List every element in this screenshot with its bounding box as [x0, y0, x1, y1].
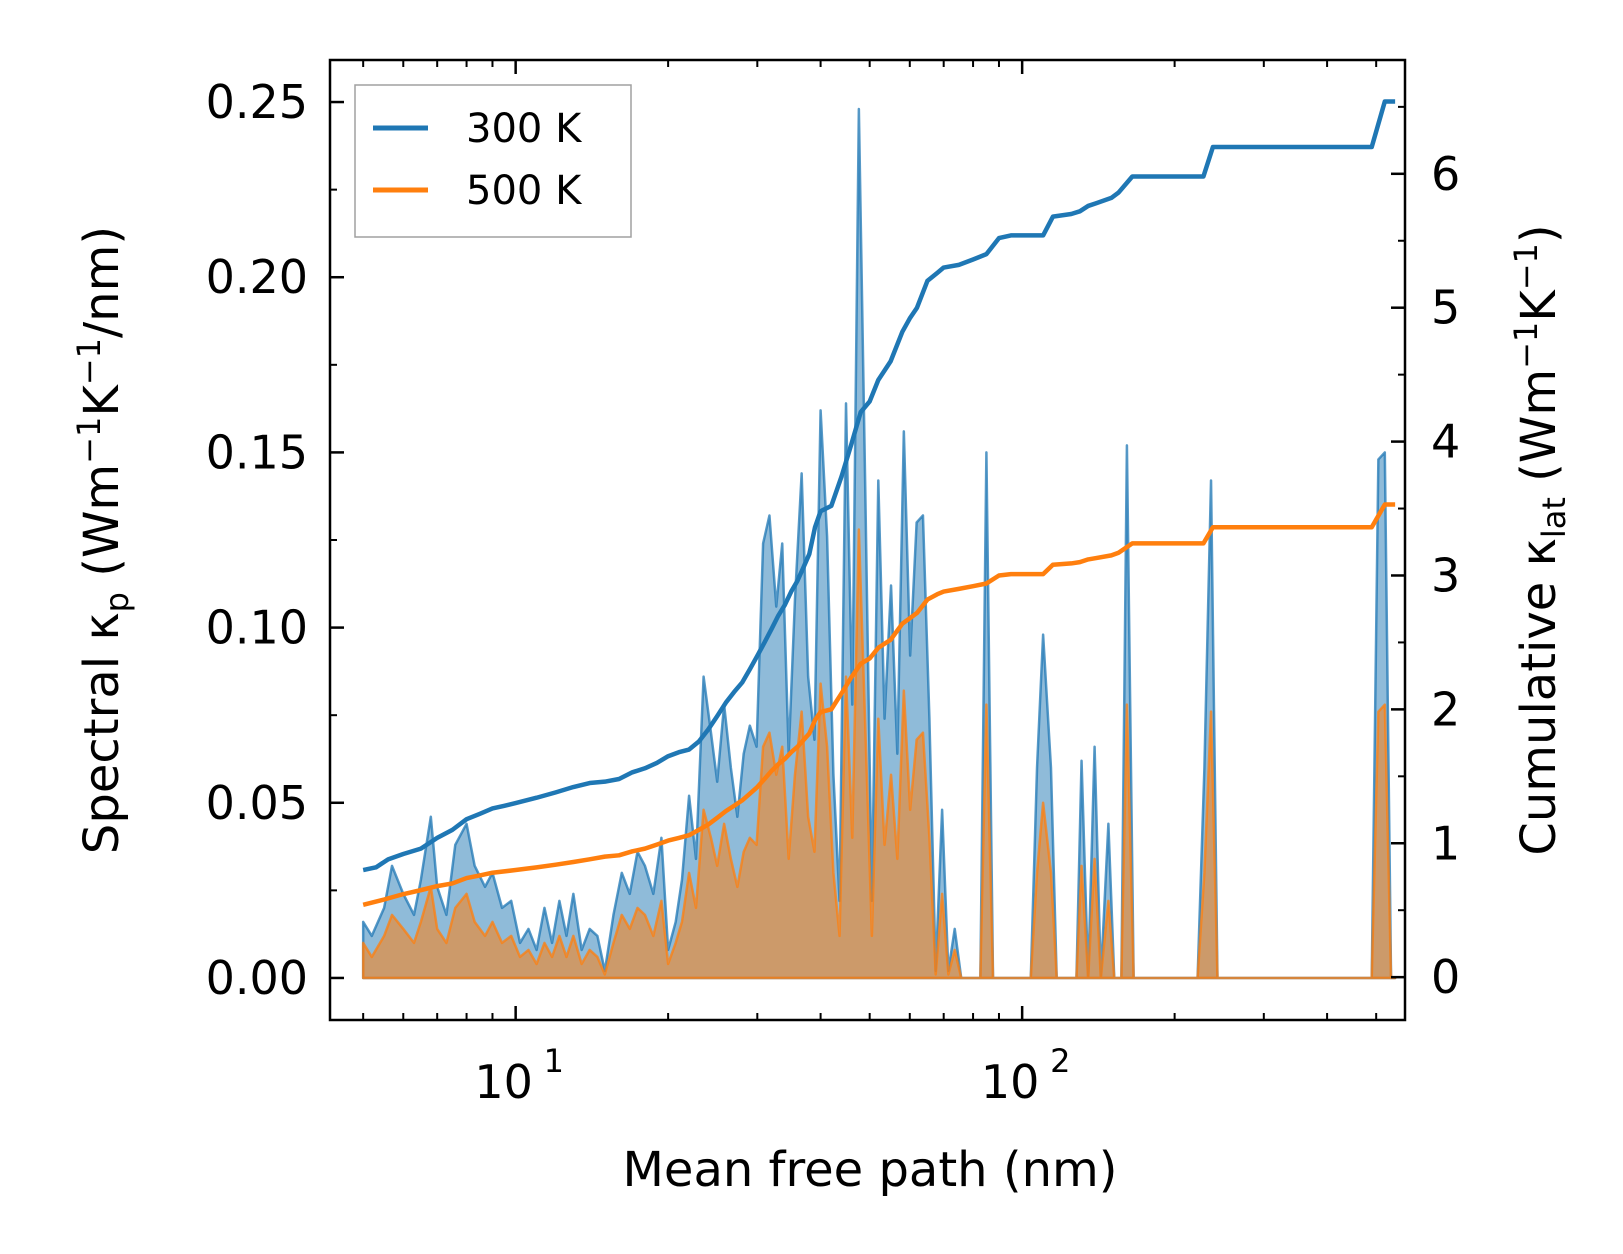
tick-layer: 0.00 0.05 0.10 0.15 0.20 0.25 0 1 2 3 4 5 6 10 1 10 2 — [206, 60, 1460, 1109]
legend: 300 K 500 K — [354, 84, 632, 238]
y-right-tick-label: 5 — [1431, 281, 1460, 335]
y-right-label-sup1: −1 — [1507, 322, 1545, 369]
y-right-tick-label: 1 — [1431, 816, 1460, 870]
y-right-tick-label: 6 — [1431, 147, 1460, 201]
y-left-axis-label: Spectral κp (Wm−1K−1/nm) — [70, 226, 136, 854]
x-axis-label: Mean free path (nm) — [623, 1142, 1118, 1198]
y-left-label-post: /nm) — [74, 226, 130, 338]
legend-label-500k: 500 K — [466, 168, 583, 214]
y-left-tick-label: 0.10 — [206, 601, 308, 655]
y-left-label-sup2: −1 — [70, 338, 108, 385]
y-right-label-sub: lat — [1535, 497, 1573, 538]
cumulative-line-300k — [362, 99, 1396, 873]
y-right-label-post: ) — [1511, 224, 1567, 243]
x-tick-label-exponent: 1 — [544, 1042, 564, 1080]
y-left-label-sub: p — [98, 592, 136, 612]
y-left-label-pre: Spectral κ — [74, 612, 130, 854]
y-left-label-mid1: (Wm — [74, 464, 130, 592]
y-right-label-mid1: (Wm — [1511, 369, 1567, 497]
cumulative-line-500k — [362, 502, 1396, 908]
legend-label-300k: 300 K — [466, 106, 583, 152]
y-left-tick-label: 0.20 — [206, 250, 308, 304]
legend-box — [354, 84, 632, 238]
x-tick-label: 10 — [981, 1055, 1040, 1109]
y-right-axis-label: Cumulative κlat (Wm−1K−1) — [1507, 224, 1573, 855]
y-right-tick-label: 3 — [1431, 548, 1460, 602]
y-left-tick-label: 0.00 — [206, 951, 308, 1005]
line-layer — [362, 99, 1396, 908]
y-left-tick-label: 0.15 — [206, 425, 308, 479]
y-left-tick-label: 0.05 — [206, 776, 308, 830]
y-right-label-mid2: K — [1511, 289, 1567, 322]
spectral-area-500k — [361, 528, 1397, 980]
y-right-tick-label: 0 — [1431, 950, 1460, 1004]
y-left-label-mid2: K — [74, 384, 130, 417]
y-right-label-sup2: −1 — [1507, 243, 1545, 290]
x-tick-label-exponent: 2 — [1050, 1042, 1070, 1080]
y-right-tick-label: 2 — [1431, 682, 1460, 736]
y-right-tick-label: 4 — [1431, 415, 1460, 469]
y-right-label-pre: Cumulative κ — [1511, 538, 1567, 856]
y-left-tick-label: 0.25 — [206, 75, 308, 129]
plot-frame — [328, 58, 1407, 1022]
x-tick-label: 10 — [474, 1055, 533, 1109]
fill-layer — [361, 107, 1397, 980]
y-left-label-sup1: −1 — [70, 417, 108, 464]
